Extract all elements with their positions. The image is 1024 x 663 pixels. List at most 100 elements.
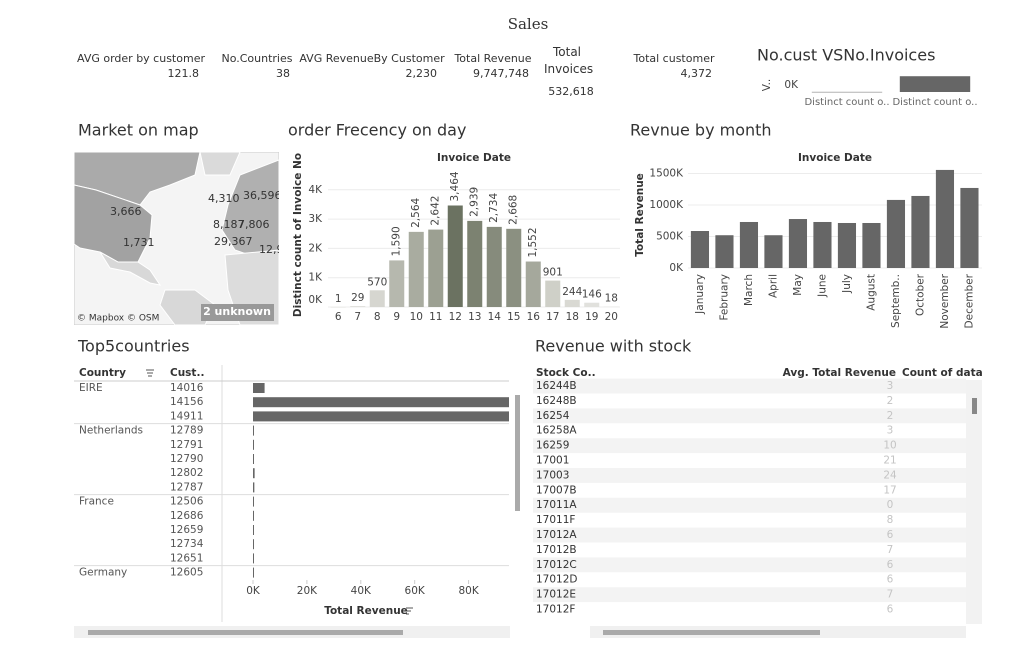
bar — [886, 199, 906, 268]
y-tick-label: 3K — [308, 213, 323, 225]
data-label: 570 — [367, 276, 387, 288]
bar — [447, 205, 463, 307]
x-tick-label: 40K — [351, 585, 372, 597]
count: 7 — [887, 544, 894, 556]
bar — [715, 235, 734, 268]
count: 6 — [887, 574, 894, 586]
bar — [253, 482, 255, 493]
x-tick-label: Septemb.. — [890, 274, 902, 328]
customer-id: 12651 — [170, 552, 203, 564]
count: 17 — [883, 484, 896, 496]
row-band — [533, 438, 966, 454]
bar — [253, 468, 255, 479]
scrollbar[interactable] — [972, 398, 977, 414]
data-label: 2,668 — [508, 195, 520, 225]
kpi-label: Total customer — [633, 52, 715, 65]
stock-code: 17003 — [536, 469, 569, 481]
row-band — [533, 468, 966, 483]
stock-code: 17011F — [536, 514, 575, 526]
bar — [525, 261, 541, 307]
count: 24 — [883, 469, 897, 481]
sort-icon[interactable] — [146, 369, 413, 615]
bar — [369, 290, 385, 307]
y-axis-label: V.. — [761, 79, 773, 92]
stock-code: 16259 — [536, 440, 569, 452]
x-tick-label: Distinct count o.. — [892, 97, 977, 108]
kpi-label: AVG RevenueBy Customer — [299, 52, 445, 65]
country: France — [79, 496, 114, 508]
scrollbar[interactable] — [515, 395, 520, 511]
x-tick-label: 17 — [546, 311, 559, 323]
bar — [253, 439, 254, 450]
data-label: 244 — [562, 286, 582, 298]
column-header: Country — [79, 367, 126, 379]
data-label: 3,464 — [449, 171, 461, 201]
x-tick-label: 16 — [527, 311, 541, 323]
bar — [739, 221, 759, 268]
x-tick-label: 10 — [410, 311, 423, 323]
x-tick-label: April — [767, 274, 779, 298]
count: 7 — [887, 589, 894, 601]
customer-id: 12787 — [170, 481, 203, 493]
y-tick-label: 4K — [308, 184, 323, 196]
unknown-label[interactable]: 2 unknown — [203, 305, 271, 318]
bar — [506, 228, 522, 307]
bar — [911, 195, 930, 268]
country: EIRE — [79, 382, 103, 394]
stock-code: 16248B — [536, 395, 577, 407]
customer-id: 12686 — [170, 510, 204, 522]
scrollbar[interactable] — [603, 630, 820, 635]
data-label: 18 — [605, 292, 618, 304]
stock-code: 17007B — [536, 484, 577, 496]
x-tick-label: 60K — [405, 585, 426, 597]
bar — [603, 306, 619, 307]
data-label: 2,642 — [430, 196, 442, 226]
bar — [811, 91, 883, 93]
count: 6 — [887, 559, 894, 571]
map-label: 36,596 — [243, 189, 282, 202]
bar — [837, 222, 857, 268]
country: Netherlands — [79, 425, 143, 437]
kpi-value: 2,230 — [406, 67, 438, 80]
stock-code: 17011A — [536, 499, 577, 511]
column-header: Cust.. — [170, 367, 204, 379]
customer-id: 14156 — [170, 396, 204, 408]
scrollbar[interactable] — [88, 630, 403, 635]
bar — [253, 553, 254, 564]
customer-id: 12734 — [170, 538, 204, 550]
bar — [350, 306, 366, 307]
chart-title: order Frecency on day — [288, 121, 466, 140]
bar — [330, 306, 346, 308]
data-label: 146 — [582, 289, 602, 301]
x-tick-label: August — [865, 274, 877, 311]
data-label: 2,564 — [410, 197, 422, 227]
map-label: 12,9 — [259, 243, 284, 256]
x-axis-label: Total Revenue — [324, 605, 408, 617]
chart-title: Top5countries — [77, 337, 190, 356]
bar — [960, 187, 979, 268]
customer-id: 14911 — [170, 410, 203, 422]
x-tick-label: 20 — [605, 311, 618, 323]
x-tick-label: November — [939, 273, 951, 328]
count: 3 — [887, 425, 894, 437]
y-tick-label: 0K — [784, 79, 799, 91]
data-label: 2,734 — [488, 193, 500, 223]
x-tick-label: 13 — [468, 311, 481, 323]
kpi-value: 532,618 — [548, 85, 594, 98]
kpi-value: 121.8 — [168, 67, 200, 80]
x-tick-label: 6 — [335, 311, 342, 323]
bar — [253, 510, 254, 521]
bar — [253, 425, 254, 436]
stock-code: 17012B — [536, 544, 577, 556]
chart-subtitle: Invoice Date — [437, 152, 511, 164]
bar — [253, 454, 254, 464]
x-tick-label: February — [718, 274, 730, 321]
x-tick-label: July — [841, 274, 853, 294]
bar — [690, 231, 710, 268]
stock-code: 16244B — [536, 380, 577, 392]
data-label: 1,590 — [391, 226, 403, 256]
bar — [253, 567, 254, 578]
bar — [486, 226, 502, 307]
row-band — [533, 497, 966, 513]
unknown-badge[interactable] — [201, 304, 274, 321]
